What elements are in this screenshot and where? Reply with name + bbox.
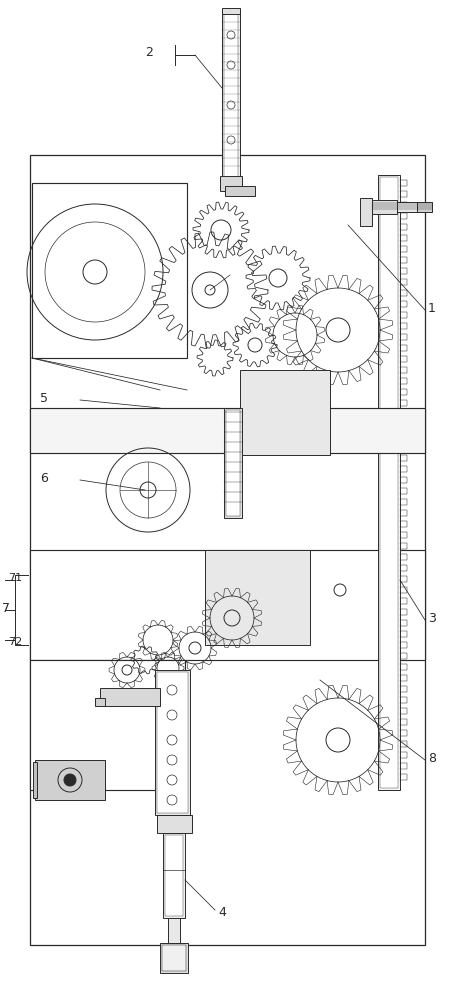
- Text: 1: 1: [428, 302, 436, 314]
- Bar: [378, 175, 400, 790]
- Circle shape: [205, 285, 215, 295]
- Bar: [157, 672, 188, 813]
- Bar: [33, 762, 37, 798]
- Bar: [240, 370, 330, 455]
- Bar: [168, 918, 180, 943]
- Text: 8: 8: [428, 752, 436, 764]
- Bar: [100, 688, 160, 706]
- Bar: [380, 177, 398, 788]
- Text: 4: 4: [218, 906, 226, 918]
- Text: 2: 2: [145, 45, 153, 58]
- Circle shape: [64, 774, 76, 786]
- Bar: [30, 155, 425, 945]
- Bar: [417, 202, 432, 212]
- Bar: [225, 186, 255, 196]
- Bar: [224, 408, 242, 518]
- Bar: [222, 8, 240, 14]
- Bar: [222, 10, 240, 185]
- Bar: [372, 203, 412, 211]
- Bar: [30, 660, 185, 790]
- Bar: [155, 670, 190, 815]
- Bar: [205, 550, 310, 645]
- Bar: [32, 183, 187, 358]
- Bar: [160, 943, 188, 973]
- Text: 7: 7: [2, 601, 10, 614]
- Bar: [30, 550, 425, 660]
- Bar: [30, 408, 425, 453]
- Bar: [397, 202, 417, 212]
- Bar: [157, 815, 192, 833]
- Text: 71: 71: [8, 573, 22, 583]
- Bar: [226, 410, 240, 516]
- Bar: [163, 833, 185, 918]
- Text: 3: 3: [428, 611, 436, 624]
- Bar: [372, 200, 397, 214]
- Text: 6: 6: [40, 472, 48, 485]
- Bar: [162, 945, 186, 971]
- Bar: [220, 176, 242, 191]
- Bar: [360, 198, 372, 226]
- Bar: [165, 835, 183, 916]
- Bar: [35, 760, 105, 800]
- Text: 72: 72: [8, 637, 22, 647]
- Bar: [95, 698, 105, 706]
- Bar: [224, 12, 238, 183]
- Text: 5: 5: [40, 391, 48, 404]
